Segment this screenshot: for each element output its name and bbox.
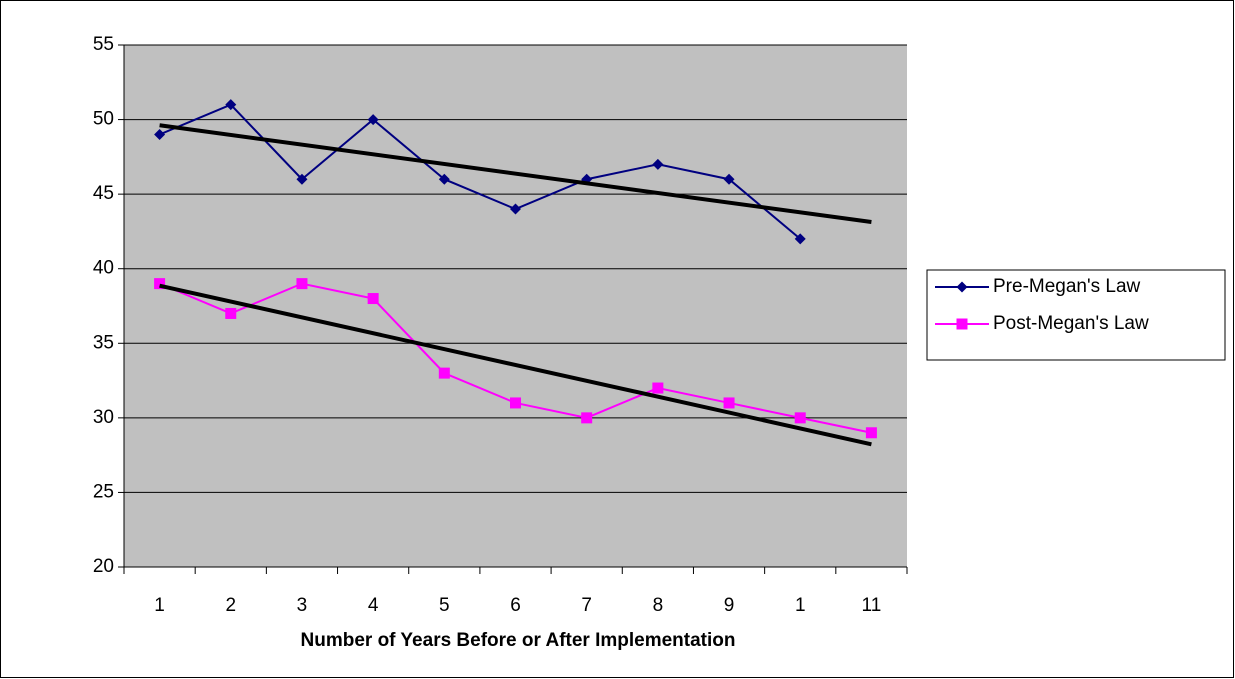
marker — [154, 278, 166, 290]
y-tick-label: 20 — [93, 556, 114, 577]
x-tick-label: 8 — [653, 595, 664, 616]
x-tick-label: 2 — [225, 595, 236, 616]
marker — [652, 382, 664, 394]
y-tick-label: 50 — [93, 109, 114, 130]
trend-line — [159, 283, 872, 447]
marker — [438, 367, 450, 379]
y-tick-label: 25 — [93, 481, 114, 502]
legend — [926, 269, 1226, 361]
x-tick-label: 6 — [510, 595, 521, 616]
marker — [723, 397, 735, 409]
marker — [225, 99, 237, 111]
marker — [956, 318, 968, 330]
marker — [510, 203, 521, 215]
marker — [723, 173, 735, 185]
marker — [865, 427, 877, 439]
x-tick-label: 1 — [154, 595, 165, 616]
marker — [652, 158, 664, 170]
marker — [367, 114, 379, 126]
legend-label: Post-Megan's Law — [993, 313, 1149, 334]
marker — [367, 293, 379, 305]
marker — [154, 128, 166, 140]
series-line — [159, 103, 801, 240]
marker — [296, 278, 308, 290]
x-tick-label: 4 — [368, 595, 379, 616]
y-tick-label: 45 — [93, 183, 114, 204]
y-tick-label: 30 — [93, 407, 114, 428]
trend-line — [159, 123, 872, 224]
legend-label: Pre-Megan's Law — [993, 276, 1141, 297]
marker — [956, 281, 968, 293]
x-tick-label: 11 — [862, 595, 882, 616]
marker — [510, 397, 521, 409]
marker — [296, 173, 308, 185]
marker — [581, 412, 593, 424]
x-tick-label: 1 — [795, 595, 806, 616]
x-axis-title: Number of Years Before or After Implemen… — [301, 630, 736, 651]
marker — [794, 233, 806, 245]
x-tick-label: 7 — [581, 595, 592, 616]
plot-area — [124, 45, 907, 567]
marker — [438, 173, 450, 185]
y-tick-label: 55 — [93, 34, 114, 55]
x-tick-label: 3 — [297, 595, 308, 616]
x-tick-label: 5 — [439, 595, 450, 616]
y-tick-label: 40 — [93, 258, 114, 279]
marker — [225, 307, 237, 319]
x-tick-label: 9 — [724, 595, 735, 616]
y-tick-label: 35 — [93, 332, 114, 353]
marker — [794, 412, 806, 424]
